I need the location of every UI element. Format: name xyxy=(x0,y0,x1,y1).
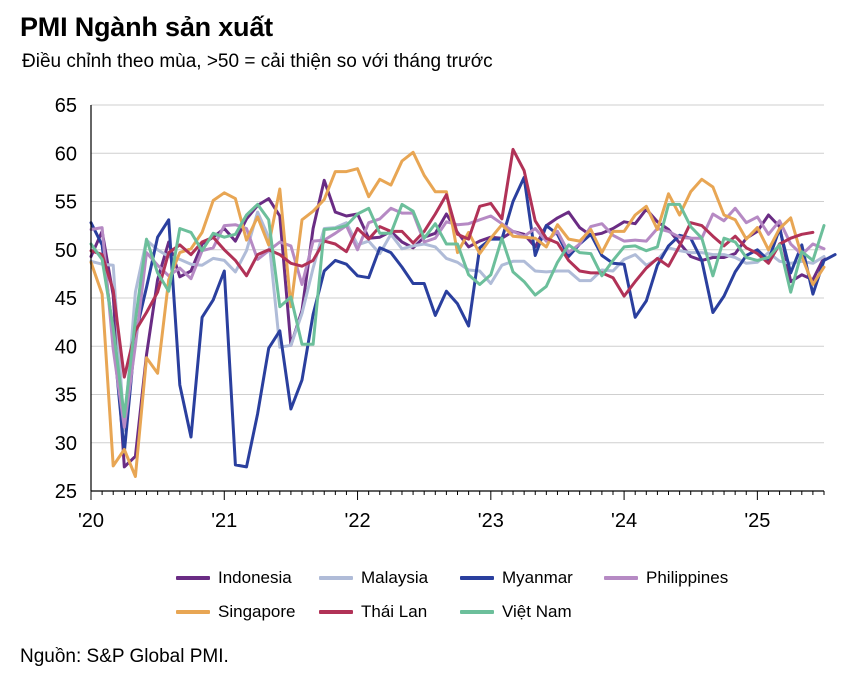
y-tick-label: 65 xyxy=(55,95,77,117)
y-tick-label: 35 xyxy=(55,385,77,407)
y-tick-label: 45 xyxy=(55,288,77,310)
series-line-myanmar xyxy=(89,175,837,469)
series-line-singapore xyxy=(89,150,826,478)
x-tick-label: '22 xyxy=(345,510,371,532)
y-tick-label: 50 xyxy=(55,240,77,262)
x-tick-label: '20 xyxy=(78,510,104,532)
series-line-viet-nam xyxy=(89,202,826,419)
x-tick-label: '21 xyxy=(211,510,237,532)
y-tick-label: 55 xyxy=(55,192,77,214)
y-tick-label: 40 xyxy=(55,336,77,358)
y-tick-label: 60 xyxy=(55,143,77,165)
chart-title: PMI Ngành sản xuất xyxy=(20,12,273,42)
source-note: Nguồn: S&P Global PMI. xyxy=(20,646,229,667)
x-tick-label: '23 xyxy=(478,510,504,532)
x-tick-label: '24 xyxy=(611,510,637,532)
x-tick-label: '25 xyxy=(744,510,770,532)
series-line-malaysia xyxy=(89,210,826,432)
y-tick-label: 25 xyxy=(55,481,77,503)
chart-subtitle: Điều chỉnh theo mùa, >50 = cải thiện so … xyxy=(22,51,493,72)
y-tick-label: 30 xyxy=(55,433,77,455)
